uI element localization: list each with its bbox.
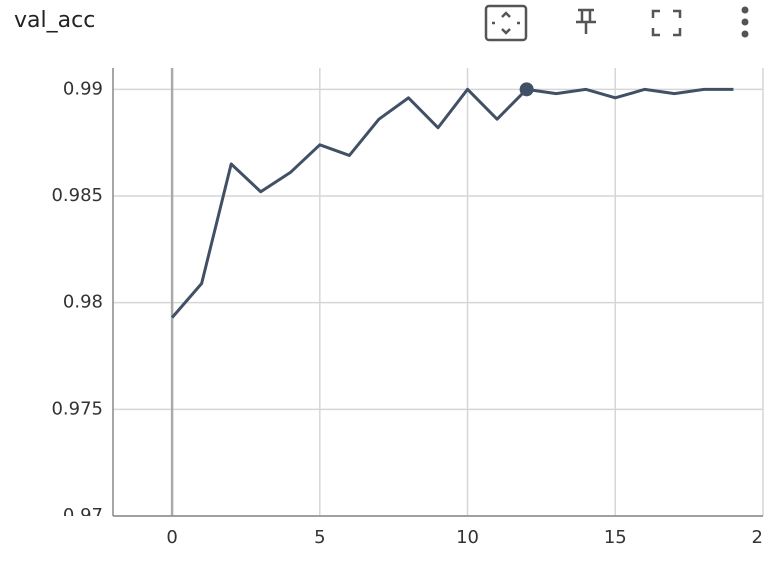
y-tick-label: 0.975 [51, 398, 103, 419]
pin-button[interactable] [576, 8, 596, 34]
fullscreen-icon [651, 9, 682, 37]
y-tick-label: 0.985 [51, 185, 103, 206]
dot [741, 30, 749, 38]
y-tick-label: 0.99 [63, 78, 103, 99]
y-tick-label: 0.98 [63, 292, 103, 313]
pin-icon [576, 8, 596, 34]
grid [113, 68, 764, 517]
plot [170, 82, 734, 319]
more-button[interactable] [741, 6, 749, 38]
x-tick-label: 0 [166, 527, 177, 548]
fit-icon [492, 11, 520, 35]
fit-domain-button[interactable] [484, 4, 528, 42]
dot [741, 18, 749, 26]
dot [741, 6, 749, 14]
x-tick-label: 10 [456, 527, 479, 548]
series-line [170, 87, 734, 319]
x-axis-labels: 0 5 10 15 20 [166, 527, 775, 548]
chart-title: val_acc [14, 8, 95, 33]
y-tick-label: 0.97 [63, 505, 103, 526]
fullscreen-button[interactable] [651, 9, 682, 37]
hover-point [519, 82, 534, 97]
y-axis-labels: 0.97 0.975 0.98 0.985 0.99 [51, 78, 103, 526]
x-tick-label: 5 [314, 527, 325, 548]
x-tick-label: 15 [604, 527, 627, 548]
x-tick-label: 20 [752, 527, 775, 548]
